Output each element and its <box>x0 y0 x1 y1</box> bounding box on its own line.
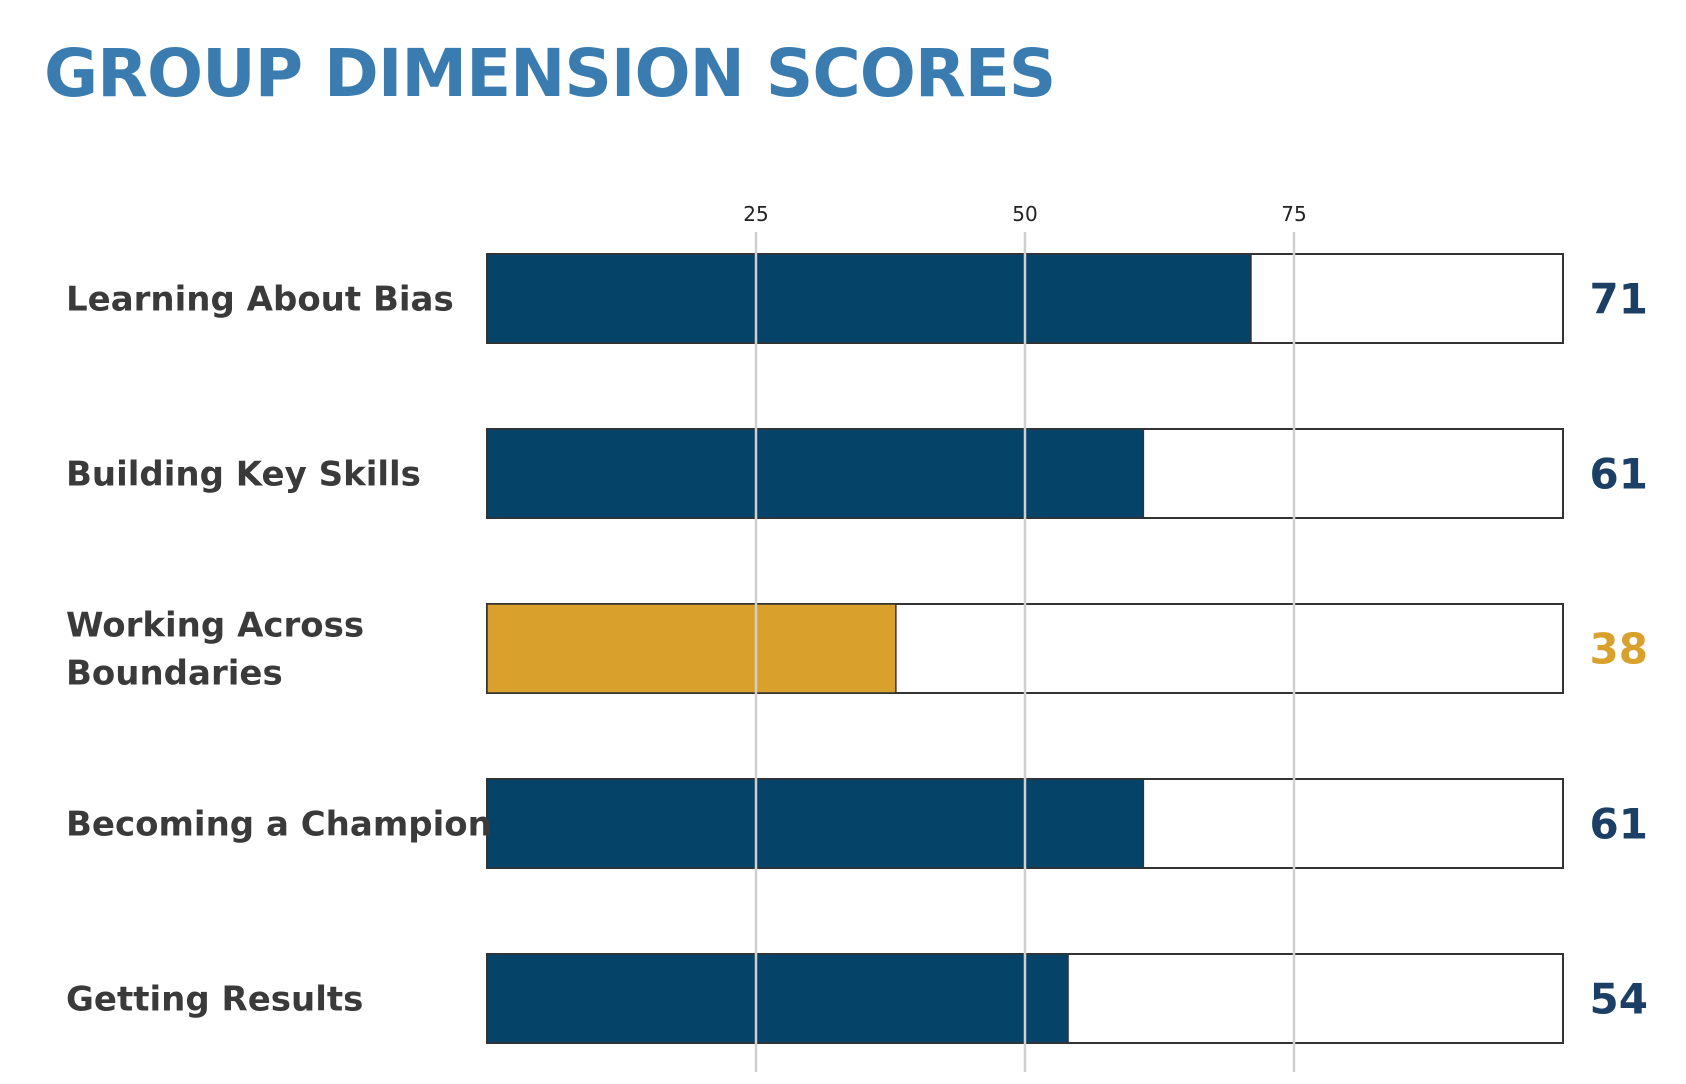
bar <box>486 603 897 694</box>
page-title: GROUP DIMENSION SCORES <box>44 35 1056 112</box>
value-label: 38 <box>1590 625 1648 674</box>
tick-label: 50 <box>1012 202 1037 226</box>
bar <box>486 253 1252 344</box>
category-label: Working Across <box>66 606 364 646</box>
gridlines-layer <box>754 232 1296 1072</box>
bar <box>486 953 1069 1044</box>
bar <box>486 428 1145 519</box>
labels-layer: Learning About Bias 71 Building Key Skills… <box>66 202 1648 1024</box>
tick-label: 75 <box>1281 202 1306 226</box>
value-label: 54 <box>1590 975 1648 1024</box>
value-label: 61 <box>1590 800 1648 849</box>
value-label: 71 <box>1590 275 1648 324</box>
category-label: Learning About Bias <box>66 280 454 320</box>
tick-label: 25 <box>743 202 768 226</box>
category-label: Getting Results <box>66 980 363 1020</box>
bar <box>486 778 1145 869</box>
category-label: Building Key Skills <box>66 455 421 495</box>
category-label: Becoming a Champion <box>66 805 492 845</box>
category-label: Boundaries <box>66 654 283 694</box>
value-label: 61 <box>1590 450 1648 499</box>
